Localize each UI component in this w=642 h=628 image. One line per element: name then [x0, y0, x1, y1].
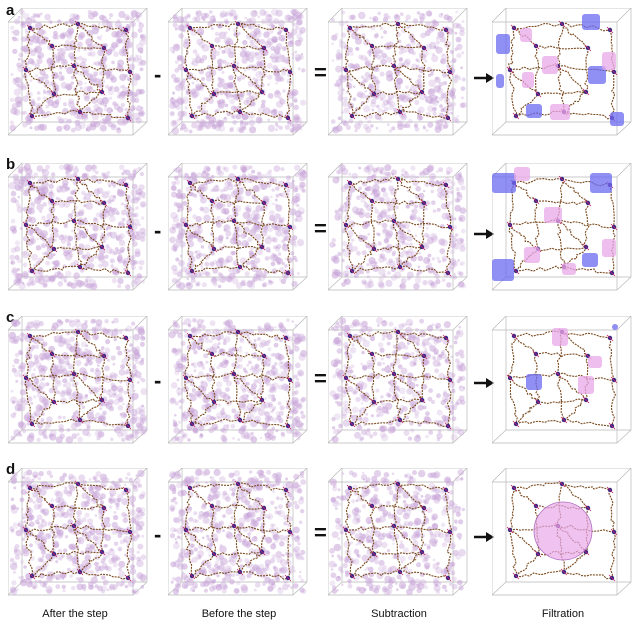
- structure-panel-b-filtration: [492, 163, 632, 291]
- framework-structure: [22, 328, 134, 430]
- structure-panel-d-filtration: [492, 468, 632, 596]
- structure-panel-c-subtraction: [328, 316, 468, 444]
- framework-structure: [342, 480, 454, 582]
- structure-panel-a-after: [8, 8, 148, 136]
- minus-sign-c: -: [154, 368, 162, 393]
- framework-structure: [506, 328, 618, 430]
- minus-sign-d: -: [154, 522, 162, 547]
- electron-cloud: [9, 469, 147, 596]
- electron-cloud: [168, 468, 307, 595]
- bounding-box: [328, 163, 468, 291]
- column-label-subtraction: Subtraction: [371, 608, 427, 620]
- structure-panel-c-filtration: [492, 316, 632, 444]
- pore-volumes: [526, 324, 618, 394]
- bounding-box: [492, 8, 632, 136]
- pore-volumes: [492, 167, 616, 281]
- electron-cloud: [168, 318, 308, 443]
- framework-structure: [342, 328, 454, 430]
- bounding-box: [8, 468, 148, 596]
- equals-sign-c: =: [314, 366, 327, 391]
- structure-panel-c-after: [8, 316, 148, 444]
- structure-panel-c-before: [168, 316, 308, 444]
- structure-panel-b-after: [8, 163, 148, 291]
- framework-structure: [22, 20, 134, 122]
- arrow-icon: [474, 377, 494, 389]
- arrow-icon: [474, 228, 494, 240]
- row-label-b: b: [6, 156, 16, 173]
- bounding-box: [8, 8, 148, 136]
- bounding-box: [492, 316, 632, 444]
- framework-structure: [506, 20, 618, 122]
- framework-structure: [22, 480, 134, 582]
- framework-structure: [182, 175, 294, 277]
- minus-sign-a: -: [154, 62, 162, 87]
- column-label-after: After the step: [42, 608, 108, 620]
- framework-structure: [342, 175, 454, 277]
- bounding-box: [492, 468, 632, 596]
- arrow-icon: [474, 72, 494, 84]
- minus-sign-b: -: [154, 218, 162, 243]
- electron-cloud: [329, 164, 467, 291]
- framework-structure: [506, 175, 618, 277]
- structure-panel-d-subtraction: [328, 468, 468, 596]
- equals-sign-b: =: [314, 216, 327, 241]
- structure-panel-a-filtration: [492, 8, 632, 136]
- framework-structure: [342, 20, 454, 122]
- framework-structure: [182, 480, 294, 582]
- electron-cloud: [330, 10, 467, 134]
- pore-volumes: [533, 501, 593, 561]
- structure-panel-d-before: [168, 468, 308, 596]
- bounding-box: [168, 468, 308, 596]
- equals-sign-a: =: [314, 60, 327, 85]
- structure-panel-a-before: [168, 8, 308, 136]
- electron-cloud: [169, 164, 308, 290]
- framework-structure: [22, 175, 134, 277]
- electron-cloud: [9, 9, 147, 134]
- arrow-icon: [474, 531, 494, 543]
- bounding-box: [328, 8, 468, 136]
- electron-cloud: [8, 163, 147, 290]
- pore-volumes: [496, 14, 624, 126]
- column-label-before: Before the step: [201, 608, 277, 620]
- equals-sign-d: =: [314, 520, 327, 545]
- structure-panel-d-after: [8, 468, 148, 596]
- column-label-filtration: Filtration: [541, 608, 585, 620]
- framework-structure: [182, 20, 294, 122]
- structure-panel-b-subtraction: [328, 163, 468, 291]
- framework-structure: [182, 328, 294, 430]
- row-label-d: d: [6, 461, 16, 478]
- structure-panel-b-before: [168, 163, 308, 291]
- structure-panel-a-subtraction: [328, 8, 468, 136]
- row-label-a: a: [6, 2, 15, 19]
- row-label-c: c: [6, 309, 15, 326]
